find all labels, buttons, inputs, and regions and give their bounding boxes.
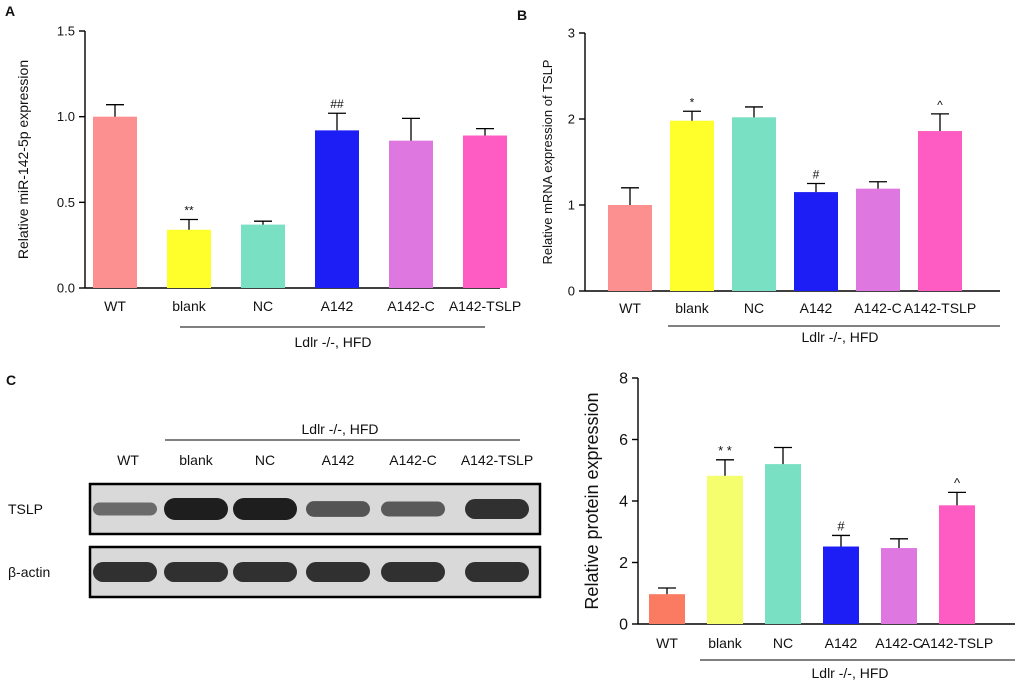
chart-b-significance-mark: * bbox=[690, 95, 695, 109]
chart-c-group-label: Ldlr -/-, HFD bbox=[812, 665, 889, 681]
chart-a-bar bbox=[389, 140, 433, 288]
chart-a-significance-mark: ## bbox=[330, 97, 344, 111]
chart-b-bar bbox=[732, 117, 776, 291]
chart-b-bar bbox=[608, 205, 652, 291]
blot-lane-label: A142-TSLP bbox=[461, 452, 533, 468]
chart-b-category-label: A142-TSLP bbox=[904, 300, 976, 316]
chart-c-category-label: A142-TSLP bbox=[921, 635, 993, 651]
chart-c-y-tick-label: 6 bbox=[619, 432, 628, 449]
western-blot: Ldlr -/-, HFD WT blank NC A142 A142-C A142-TS… bbox=[8, 421, 542, 599]
chart-a-y-tick-label: 0.5 bbox=[57, 195, 75, 210]
panel-letter-b: B bbox=[517, 7, 527, 23]
chart-c-bar bbox=[765, 464, 801, 624]
chart-a-category-label: A142 bbox=[321, 298, 354, 314]
chart-a-bar bbox=[167, 229, 211, 288]
blot-band bbox=[306, 562, 370, 582]
blot-band bbox=[381, 562, 445, 582]
chart-a-y-tick-label: 1.5 bbox=[57, 24, 75, 39]
chart-c-significance-mark: ^ bbox=[954, 475, 961, 490]
chart-c-y-tick-label: 0 bbox=[619, 617, 628, 634]
chart-a-bar bbox=[315, 130, 359, 288]
chart-c-category-label: NC bbox=[773, 635, 793, 651]
blot-band bbox=[233, 498, 297, 520]
panel-letter-a: A bbox=[5, 3, 15, 19]
chart-b-category-label: NC bbox=[744, 300, 764, 316]
chart-c-category-label: blank bbox=[708, 635, 742, 651]
chart-c-y-tick-label: 2 bbox=[619, 555, 628, 572]
chart-b-bar bbox=[794, 192, 838, 291]
chart-c: 0 2 4 6 8 Relative protein expression WT * * bla… bbox=[582, 371, 1015, 681]
chart-b-category-label: A142-C bbox=[854, 300, 901, 316]
chart-b-category-label: A142 bbox=[800, 300, 833, 316]
chart-a-y-tick-label: 1.0 bbox=[57, 109, 75, 124]
chart-c-category-label: A142-C bbox=[875, 635, 922, 651]
blot-band bbox=[93, 562, 157, 582]
chart-a-significance-mark: ** bbox=[184, 203, 194, 217]
chart-b-y-axis-label: Relative mRNA expression of TSLP bbox=[540, 60, 555, 265]
blot-row-label: β-actin bbox=[8, 564, 50, 580]
chart-b-category-label: blank bbox=[675, 300, 709, 316]
chart-b-bar bbox=[670, 120, 714, 291]
chart-b-y-tick-label: 1 bbox=[568, 198, 575, 213]
chart-a-category-label: NC bbox=[253, 298, 273, 314]
blot-band bbox=[164, 562, 228, 582]
blot-lane-label: blank bbox=[179, 452, 213, 468]
blot-lane-label: A142 bbox=[322, 452, 355, 468]
chart-a: 0.0 0.5 1.0 1.5 Relative miR-142-5p expressi… bbox=[15, 24, 521, 350]
chart-a-y-tick-label: 0.0 bbox=[57, 281, 75, 296]
blot-lane-label: NC bbox=[255, 452, 275, 468]
chart-c-significance-mark: # bbox=[837, 518, 845, 533]
blot-band bbox=[164, 498, 228, 520]
blot-group-label: Ldlr -/-, HFD bbox=[302, 421, 379, 437]
blot-band bbox=[465, 562, 529, 582]
chart-a-category-label: A142-C bbox=[387, 298, 434, 314]
chart-b-bar bbox=[918, 131, 962, 291]
blot-band bbox=[306, 501, 370, 517]
chart-c-category-label: WT bbox=[656, 635, 678, 651]
blot-band bbox=[233, 562, 297, 582]
panel-letter-c: C bbox=[6, 372, 16, 388]
chart-a-y-axis-label: Relative miR-142-5p expression bbox=[15, 60, 31, 259]
chart-c-y-tick-label: 8 bbox=[619, 371, 628, 388]
chart-a-category-label: A142-TSLP bbox=[449, 298, 521, 314]
chart-b: 0 1 2 3 Relative mRNA expression of TSLP WT * b… bbox=[540, 26, 1000, 345]
chart-c-bar bbox=[823, 546, 859, 624]
chart-a-bar bbox=[93, 116, 137, 289]
chart-c-bar bbox=[939, 505, 975, 624]
chart-a-category-label: blank bbox=[172, 298, 206, 314]
chart-c-y-tick-label: 4 bbox=[619, 494, 628, 511]
blot-band bbox=[381, 501, 445, 517]
blot-lane-label: A142-C bbox=[389, 452, 436, 468]
chart-c-bar bbox=[881, 548, 917, 624]
chart-b-y-tick-label: 3 bbox=[568, 26, 575, 41]
chart-b-group-label: Ldlr -/-, HFD bbox=[802, 329, 879, 345]
chart-c-category-label: A142 bbox=[825, 635, 858, 651]
chart-a-group-label: Ldlr -/-, HFD bbox=[295, 334, 372, 350]
chart-a-bar bbox=[463, 135, 507, 288]
chart-c-bar bbox=[707, 475, 743, 624]
chart-b-significance-mark: # bbox=[813, 168, 820, 182]
chart-b-category-label: WT bbox=[619, 300, 641, 316]
chart-b-bar bbox=[856, 188, 900, 291]
chart-a-bar bbox=[241, 224, 285, 288]
chart-b-y-tick-label: 0 bbox=[568, 284, 575, 299]
blot-lane-labels: WT blank NC A142 A142-C A142-TSLP bbox=[117, 452, 533, 468]
chart-c-bar bbox=[649, 594, 685, 624]
blot-band bbox=[93, 502, 157, 516]
blot-row-label: TSLP bbox=[8, 501, 43, 517]
chart-b-significance-mark: ^ bbox=[937, 98, 943, 112]
blot-rows: TSLP β-actin bbox=[8, 482, 542, 599]
chart-b-y-tick-label: 2 bbox=[568, 112, 575, 127]
chart-c-significance-mark: * * bbox=[718, 443, 732, 458]
chart-a-category-label: WT bbox=[104, 298, 126, 314]
chart-c-y-axis-label: Relative protein expression bbox=[582, 392, 602, 609]
blot-lane-label: WT bbox=[117, 452, 139, 468]
blot-band bbox=[465, 499, 529, 519]
